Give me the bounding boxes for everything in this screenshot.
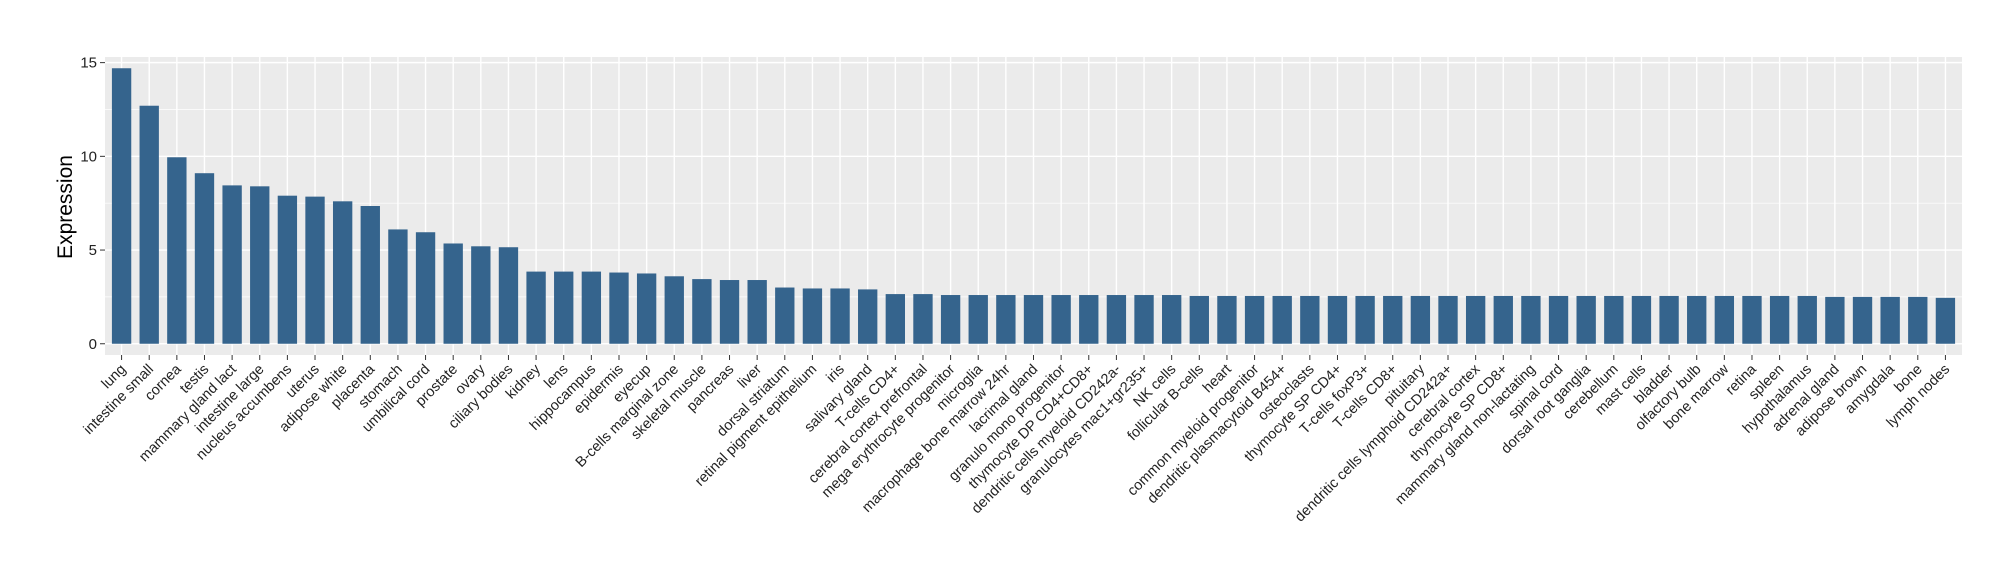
bar: [388, 229, 408, 344]
bar: [1521, 295, 1541, 344]
bar: [1687, 295, 1707, 344]
bar: [692, 279, 712, 344]
y-tick-label: 5: [89, 242, 97, 259]
bar: [885, 294, 906, 344]
bar: [1659, 295, 1679, 344]
bar: [1217, 295, 1237, 344]
bar: [1023, 295, 1044, 344]
bar: [747, 280, 767, 344]
bar: [1465, 295, 1486, 344]
bar: [1908, 296, 1928, 344]
bar: [1355, 295, 1375, 344]
bar: [664, 276, 684, 344]
y-tick-label: 15: [80, 55, 97, 72]
bar: [940, 295, 961, 344]
bar: [360, 206, 380, 344]
bar: [526, 271, 546, 344]
bar: [1272, 295, 1292, 344]
bar: [996, 295, 1016, 344]
bar: [1576, 295, 1596, 344]
bar: [1880, 296, 1900, 344]
bar: [194, 173, 215, 344]
bar: [802, 288, 823, 344]
bar: [1079, 295, 1099, 344]
bar: [1051, 295, 1071, 344]
bar: [1631, 295, 1652, 344]
bar: [636, 273, 657, 344]
bar: [913, 294, 933, 344]
bar: [581, 271, 602, 344]
bar: [111, 68, 132, 344]
bar: [443, 243, 463, 344]
bar: [222, 185, 242, 344]
bar: [1383, 295, 1403, 344]
bar: [858, 289, 878, 344]
bar: [250, 186, 270, 344]
bar: [1134, 295, 1154, 344]
bar: [1244, 295, 1265, 344]
bar: [830, 288, 850, 344]
bar: [1410, 295, 1431, 344]
bar: [968, 295, 988, 344]
bar: [1852, 296, 1873, 344]
bar: [1493, 295, 1513, 344]
bar: [332, 201, 353, 344]
bar: [1548, 295, 1569, 344]
bar: [1106, 295, 1127, 344]
bar: [471, 246, 491, 344]
bar: [498, 247, 519, 344]
bar: [719, 280, 740, 344]
y-axis-label: Expression: [54, 155, 77, 259]
bar: [1935, 297, 1956, 344]
bar: [1438, 295, 1458, 344]
bar: [139, 105, 159, 344]
bar: [1161, 295, 1182, 344]
bar: [1327, 295, 1348, 344]
bar: [775, 287, 795, 344]
bar: [554, 271, 574, 344]
bar: [609, 272, 629, 344]
bar: [1714, 295, 1735, 344]
y-tick-label: 10: [80, 148, 97, 165]
bar: [1797, 295, 1817, 344]
bar: [1769, 295, 1790, 344]
bar: [277, 195, 298, 344]
bar: [1604, 295, 1624, 344]
bar: [1189, 295, 1209, 344]
bar: [415, 232, 436, 344]
bar: [1825, 296, 1845, 344]
bar: [305, 196, 325, 344]
bar: [1300, 295, 1320, 344]
bar: [1742, 295, 1762, 344]
y-tick-label: 0: [89, 336, 97, 353]
bar: [167, 157, 187, 344]
